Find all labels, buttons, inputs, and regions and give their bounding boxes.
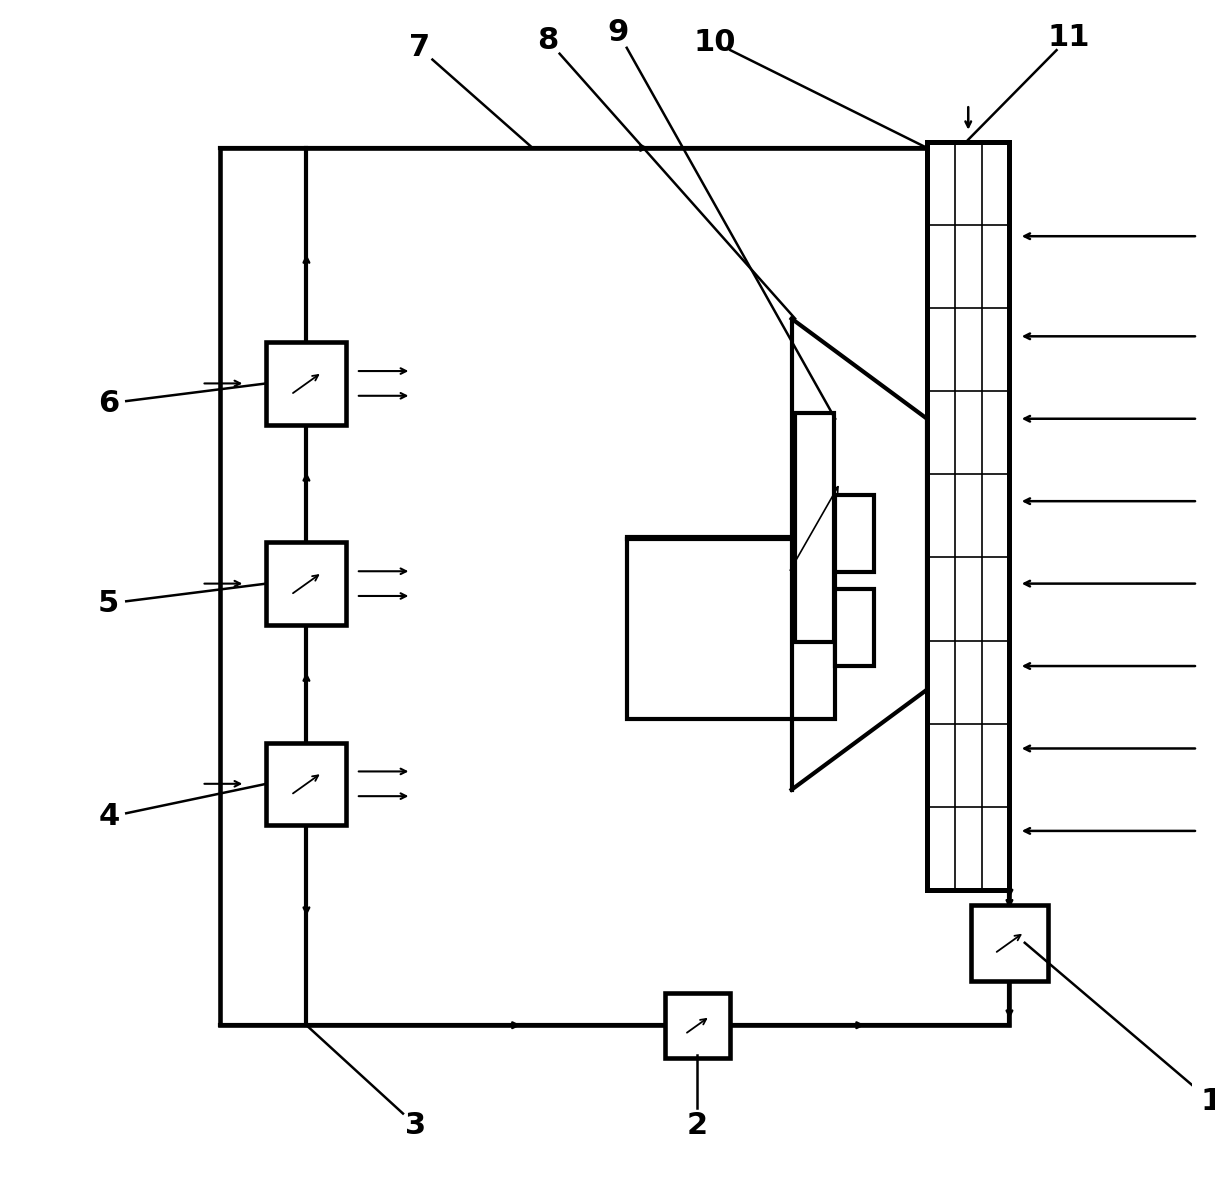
Text: 1: 1 <box>1200 1087 1215 1117</box>
Text: 7: 7 <box>408 33 430 62</box>
Bar <box>266 743 346 825</box>
Text: 4: 4 <box>98 803 119 831</box>
Bar <box>927 141 1010 890</box>
Text: 2: 2 <box>686 1111 708 1140</box>
Bar <box>665 993 730 1058</box>
Text: 3: 3 <box>406 1111 426 1140</box>
Bar <box>220 147 1010 1026</box>
Bar <box>266 342 346 424</box>
Bar <box>835 495 874 572</box>
Text: 11: 11 <box>1047 24 1090 52</box>
Bar <box>835 590 874 666</box>
Bar <box>266 542 346 625</box>
Text: 5: 5 <box>98 590 119 618</box>
Bar <box>795 413 833 643</box>
Text: 9: 9 <box>608 18 629 47</box>
Bar <box>627 536 835 719</box>
Text: 6: 6 <box>98 389 119 417</box>
Text: 8: 8 <box>537 26 559 55</box>
Bar <box>971 904 1047 981</box>
Text: 10: 10 <box>694 28 736 57</box>
